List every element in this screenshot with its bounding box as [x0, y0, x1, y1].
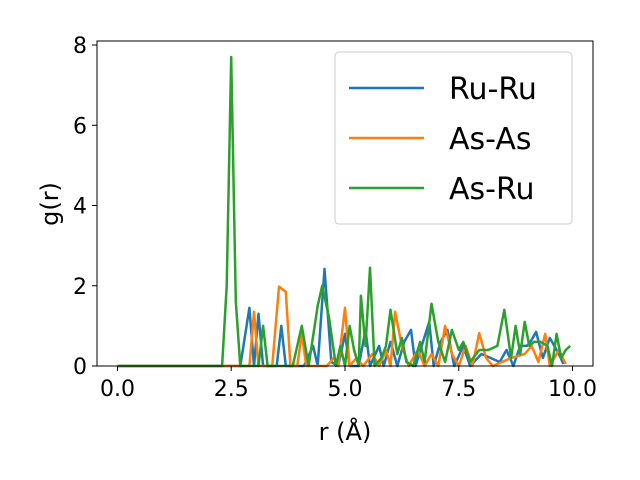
x-tick-label: 2.5	[214, 377, 249, 402]
y-axis-ticks: 0 2 4 6 8	[73, 34, 97, 380]
x-tick-label: 7.5	[441, 377, 476, 402]
x-axis-label: r (Å)	[319, 417, 372, 446]
y-tick-label: 0	[73, 355, 87, 380]
legend-box	[334, 51, 573, 225]
x-tick-label: 0.0	[100, 377, 135, 402]
y-tick-label: 8	[73, 34, 87, 59]
y-tick-label: 6	[73, 114, 87, 139]
legend: Ru-Ru As-As As-Ru	[334, 51, 573, 225]
x-axis-ticks: 0.0 2.5 5.0 7.5 10.0	[100, 366, 597, 402]
legend-label-as-as: As-As	[449, 122, 531, 157]
x-tick-label: 5.0	[328, 377, 363, 402]
y-tick-label: 2	[73, 275, 87, 300]
y-tick-label: 4	[73, 195, 87, 220]
legend-label-as-ru: As-Ru	[449, 172, 535, 207]
legend-label-ru-ru: Ru-Ru	[449, 72, 537, 107]
x-tick-label: 10.0	[548, 377, 597, 402]
series-line-as-ru	[117, 55, 572, 368]
y-axis-label: g(r)	[36, 182, 64, 226]
